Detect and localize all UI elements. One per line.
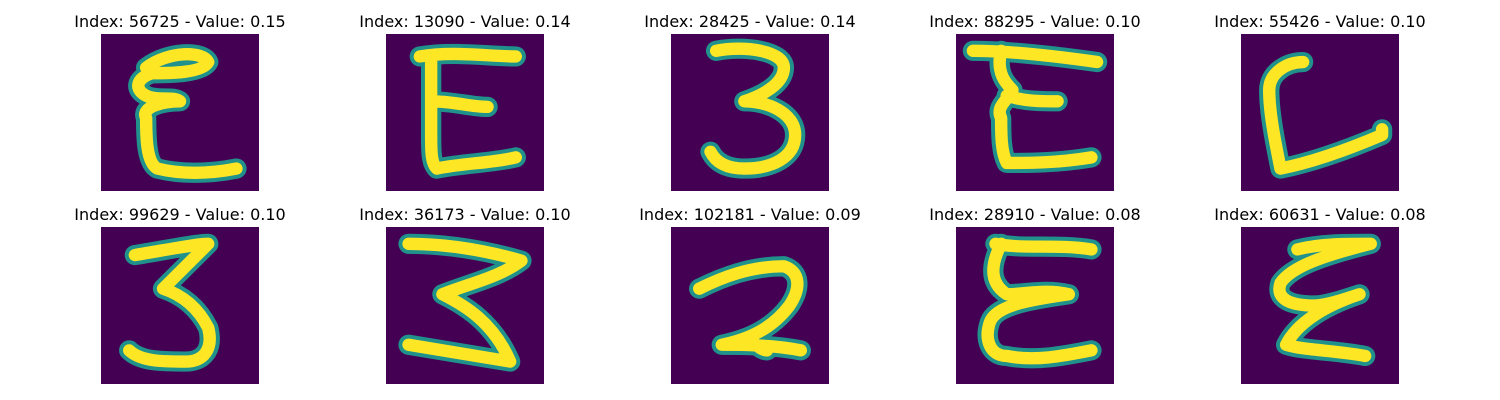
glyph-strokes [977, 233, 1102, 369]
panel-10: Index: 60631 - Value: 0.08 [1214, 205, 1426, 385]
digit-image [386, 34, 544, 191]
panel-title: Index: 13090 - Value: 0.14 [359, 12, 571, 31]
glyph-strokes [398, 233, 532, 372]
panel-title: Index: 102181 - Value: 0.09 [639, 205, 861, 224]
glyph-strokes [1259, 51, 1393, 179]
panel-5: Index: 55426 - Value: 0.10 [1214, 12, 1426, 192]
digit-image [101, 227, 259, 384]
digit-image [1241, 34, 1399, 191]
panel-3: Index: 28425 - Value: 0.14 [644, 12, 856, 192]
panel-1: Index: 56725 - Value: 0.15 [74, 12, 286, 192]
digit-image [671, 34, 829, 191]
glyph-core-stroke [123, 237, 216, 368]
glyph-strokes [689, 256, 811, 361]
image-background [671, 227, 829, 384]
digit-image [956, 227, 1114, 384]
panel-title: Index: 36173 - Value: 0.10 [359, 205, 571, 224]
glyph-core-stroke [704, 42, 802, 175]
panel-4: Index: 88295 - Value: 0.10 [929, 12, 1141, 192]
panel-2: Index: 13090 - Value: 0.14 [359, 12, 571, 192]
panel-7: Index: 36173 - Value: 0.10 [359, 205, 571, 385]
glyph-core-stroke [693, 260, 807, 357]
panel-6: Index: 99629 - Value: 0.10 [74, 205, 286, 385]
glyph-strokes [409, 43, 526, 179]
panel-title: Index: 56725 - Value: 0.15 [74, 12, 286, 31]
glyph-core-stroke [981, 237, 1098, 365]
panel-8: Index: 102181 - Value: 0.09 [639, 205, 861, 385]
glyph-strokes [119, 233, 220, 372]
digit-image [1241, 227, 1399, 384]
panel-title: Index: 55426 - Value: 0.10 [1214, 12, 1426, 31]
digit-image [101, 34, 259, 191]
digit-image [671, 227, 829, 384]
panel-title: Index: 88295 - Value: 0.10 [929, 12, 1141, 31]
glyph-core-stroke [413, 47, 522, 175]
digit-image [956, 34, 1114, 191]
panel-9: Index: 28910 - Value: 0.08 [929, 205, 1141, 385]
glyph-core-stroke [966, 44, 1104, 170]
glyph-core-stroke [1263, 55, 1389, 175]
glyph-strokes [962, 40, 1108, 174]
glyph-strokes [700, 38, 806, 179]
glyph-core-stroke [132, 48, 243, 179]
glyph-core-stroke [1273, 237, 1377, 363]
panel-title: Index: 60631 - Value: 0.08 [1214, 205, 1426, 224]
panel-title: Index: 28425 - Value: 0.14 [644, 12, 856, 31]
digit-image [386, 227, 544, 384]
panel-title: Index: 28910 - Value: 0.08 [929, 205, 1141, 224]
panel-title: Index: 99629 - Value: 0.10 [74, 205, 286, 224]
glyph-strokes [128, 44, 247, 183]
glyph-core-stroke [402, 237, 528, 368]
glyph-strokes [1269, 233, 1381, 367]
